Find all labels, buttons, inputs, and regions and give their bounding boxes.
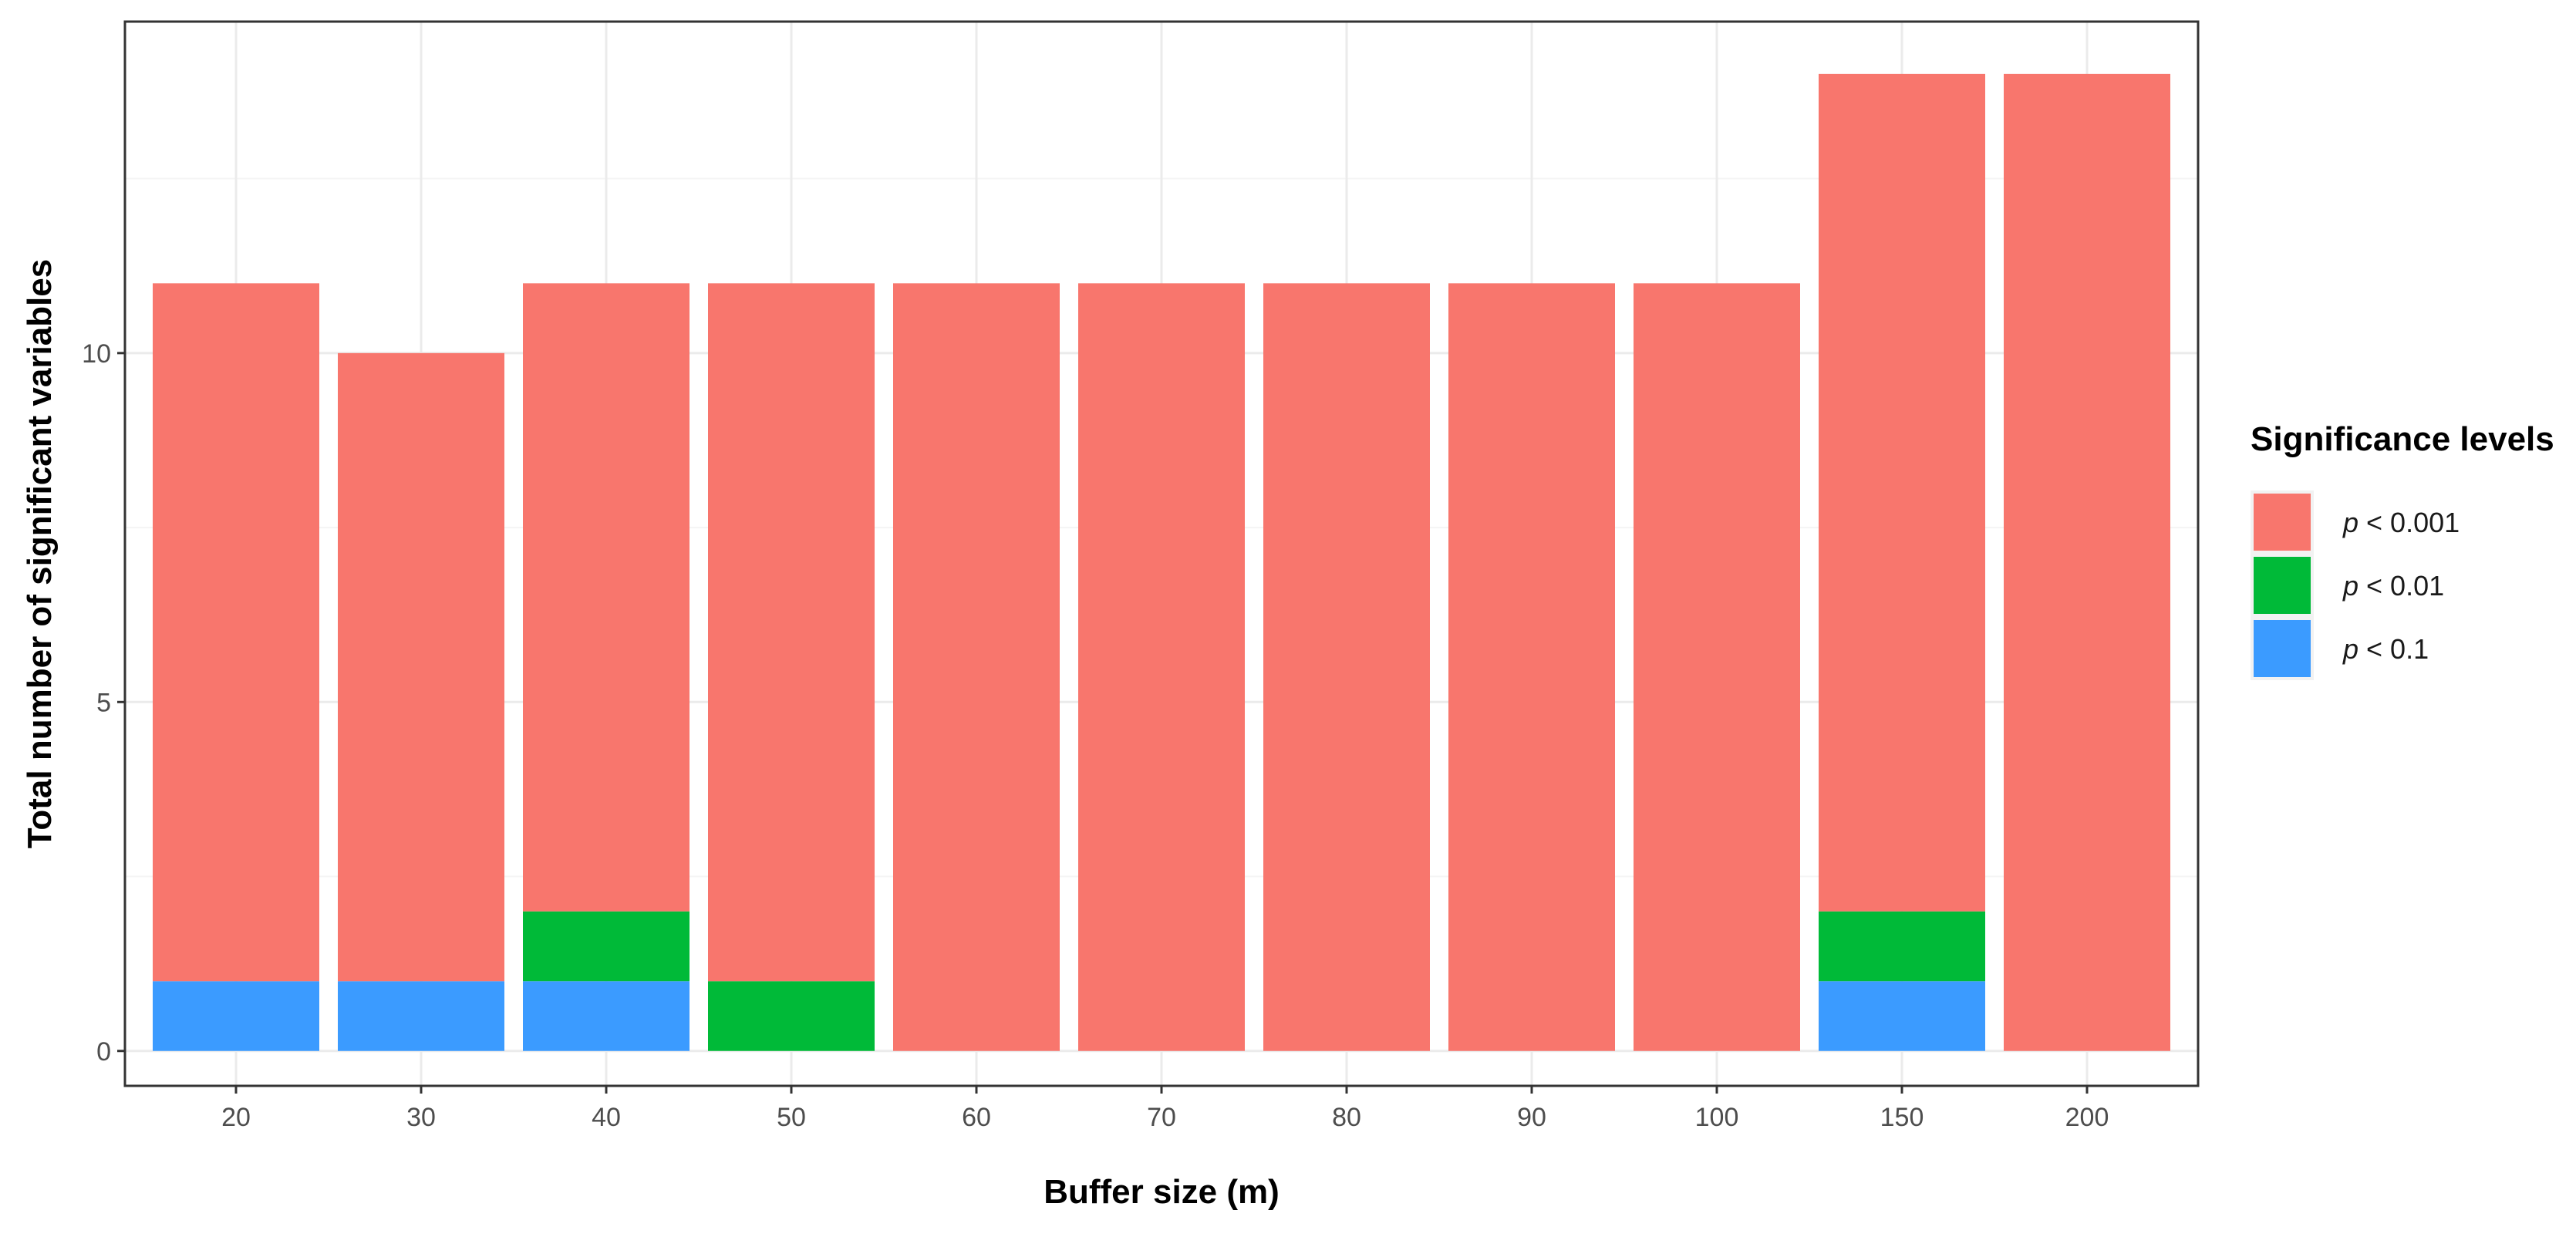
bar-segment	[523, 911, 690, 982]
y-tick-label: 5	[96, 688, 111, 717]
y-axis-title: Total number of significant variables	[21, 259, 59, 848]
legend-label: p < 0.1	[2342, 633, 2429, 665]
x-tick-label: 40	[592, 1103, 621, 1132]
legend-swatch	[2254, 557, 2311, 614]
bar-segment	[338, 981, 504, 1051]
bar-segment	[893, 283, 1060, 1051]
bar-segment	[523, 981, 690, 1051]
x-tick-label: 20	[221, 1103, 251, 1132]
y-axis: 0 5 10	[82, 339, 125, 1067]
legend: Significance levels p < 0.001 p < 0.01 p <…	[2251, 420, 2554, 680]
bar-segment	[708, 981, 875, 1051]
bar-segment	[153, 283, 319, 982]
bar-segment	[153, 981, 319, 1051]
x-tick-label: 50	[777, 1103, 806, 1132]
bar-segment	[1263, 283, 1430, 1051]
x-tick-label: 30	[406, 1103, 436, 1132]
x-tick-label: 70	[1147, 1103, 1176, 1132]
legend-label: p < 0.001	[2342, 507, 2460, 538]
bar-segment	[1819, 73, 1985, 912]
bar-segment	[1819, 981, 1985, 1051]
y-tick-label: 0	[96, 1037, 111, 1067]
legend-title: Significance levels	[2251, 420, 2554, 458]
x-tick-label: 150	[1880, 1103, 1924, 1132]
bar-segment	[338, 352, 504, 982]
x-axis-title: Buffer size (m)	[1044, 1173, 1280, 1211]
x-tick-label: 80	[1332, 1103, 1361, 1132]
legend-label: p < 0.01	[2342, 570, 2444, 602]
legend-swatch	[2254, 494, 2311, 551]
x-tick-label: 90	[1517, 1103, 1546, 1132]
x-axis: 20 30 40 50 60 70 80 90 100 150 200	[221, 1086, 2109, 1132]
bar-segment	[1819, 911, 1985, 982]
x-tick-label: 60	[962, 1103, 991, 1132]
bar-segment	[708, 283, 875, 982]
y-tick-label: 10	[82, 339, 111, 369]
x-tick-label: 200	[2065, 1103, 2109, 1132]
bar-segment	[1634, 283, 1800, 1051]
bar-segment	[523, 283, 690, 912]
legend-swatch	[2254, 620, 2311, 677]
bar-segment	[2004, 73, 2170, 1051]
bars-layer	[153, 73, 2170, 1051]
bar-segment	[1448, 283, 1615, 1051]
x-tick-label: 100	[1695, 1103, 1739, 1132]
bar-segment	[1078, 283, 1245, 1051]
